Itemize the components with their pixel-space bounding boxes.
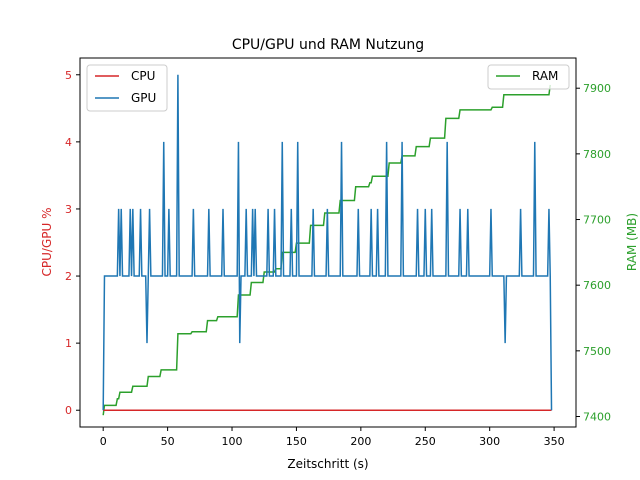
series-line-gpu [102,74,553,411]
x-tick-label: 350 [544,435,565,448]
x-tick-label: 0 [100,435,107,448]
left-y-axis-label: CPU/GPU % [40,208,54,277]
legend-right: RAM [487,64,570,90]
x-tick-label: 100 [222,435,243,448]
right-y-axis: 7400 7500 7600 7700 7800 7900 [576,82,611,423]
left-y-tick-label: 4 [65,136,72,149]
right-y-tick-label: 7700 [583,214,611,227]
left-y-tick-label: 3 [65,203,72,216]
legend-right-box [487,64,570,90]
x-tick-label: 200 [350,435,371,448]
left-y-tick-label: 2 [65,270,72,283]
chart-title: CPU/GPU und RAM Nutzung [232,37,424,53]
x-axis: 0 50 100 150 200 250 300 350 [100,427,565,448]
legend-label-ram: RAM [532,69,558,83]
left-y-tick-label: 0 [65,404,72,417]
x-tick-label: 300 [479,435,500,448]
left-y-axis: 0 1 2 3 4 5 [65,69,80,417]
x-tick-label: 250 [415,435,436,448]
right-y-tick-label: 7400 [583,410,611,423]
right-y-tick-label: 7600 [583,279,611,292]
x-axis-label: Zeitschritt (s) [287,457,368,471]
series-layer [102,74,553,416]
legend-left: CPU GPU [86,64,168,112]
right-y-tick-label: 7500 [583,345,611,358]
series-line-ram [102,84,551,416]
right-y-axis-label: RAM (MB) [625,213,639,271]
legend-label-gpu: GPU [131,91,156,105]
left-y-tick-label: 5 [65,69,72,82]
legend-label-cpu: CPU [131,69,155,83]
x-tick-label: 50 [161,435,175,448]
x-tick-label: 150 [286,435,307,448]
plot-area-frame [79,57,577,428]
left-y-tick-label: 1 [65,337,72,350]
right-y-tick-label: 7800 [583,148,611,161]
right-y-tick-label: 7900 [583,82,611,95]
